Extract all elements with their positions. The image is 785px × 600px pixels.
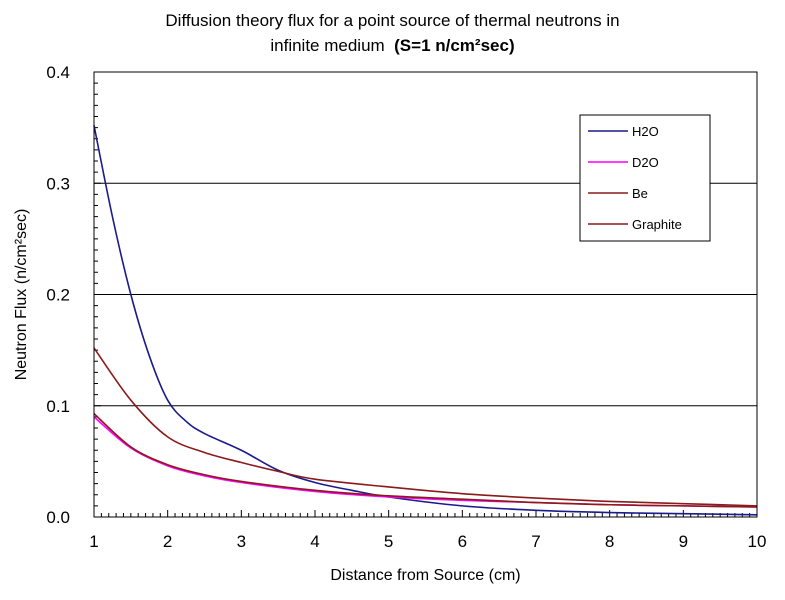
chart-title-line2: infinite medium (S=1 n/cm²sec): [0, 35, 785, 57]
x-tick-label: 9: [679, 532, 688, 551]
series-line-d2o: [93, 416, 758, 508]
series-line-graphite: [93, 347, 758, 507]
y-tick-label: 0.4: [46, 63, 70, 82]
x-tick-label: 8: [605, 532, 614, 551]
legend-box: [579, 114, 711, 242]
y-tick-label: 0.2: [46, 286, 70, 305]
x-tick-label: 5: [384, 532, 393, 551]
legend-label: Graphite: [632, 217, 682, 232]
y-tick-label: 0.0: [46, 508, 70, 527]
series-line-be: [93, 412, 758, 508]
x-tick-label: 4: [310, 532, 319, 551]
y-tick-label: 0.3: [46, 174, 70, 193]
minor-ticks: [93, 71, 758, 518]
x-tick-label: 3: [237, 532, 246, 551]
x-tick-label: 6: [458, 532, 467, 551]
x-tick-labels: 1 2 3 4 5 6 7 8 9 10: [89, 532, 766, 551]
plot-area-frame: [93, 71, 758, 518]
chart-title-units: (S=1 n/cm²sec): [394, 36, 515, 55]
legend-label: H2O: [632, 124, 659, 139]
legend: H2O D2O Be Graphite: [579, 114, 711, 242]
chart-title-prefix: infinite medium: [270, 36, 385, 55]
x-tick-label: 7: [531, 532, 540, 551]
x-tick-label: 1: [89, 532, 98, 551]
legend-label: D2O: [632, 155, 659, 170]
y-tick-labels: 0.0 0.1 0.2 0.3 0.4: [46, 63, 70, 527]
series-lines: [93, 125, 758, 516]
y-axis-title: Neutron Flux (n/cm²sec): [13, 209, 30, 381]
x-tick-label: 10: [748, 532, 767, 551]
series-line-h2o: [93, 125, 758, 516]
legend-label: Be: [632, 186, 648, 201]
chart-title-line1: Diffusion theory flux for a point source…: [165, 11, 620, 30]
x-tick-label: 2: [163, 532, 172, 551]
y-tick-label: 0.1: [46, 397, 70, 416]
x-axis-title: Distance from Source (cm): [330, 567, 520, 584]
